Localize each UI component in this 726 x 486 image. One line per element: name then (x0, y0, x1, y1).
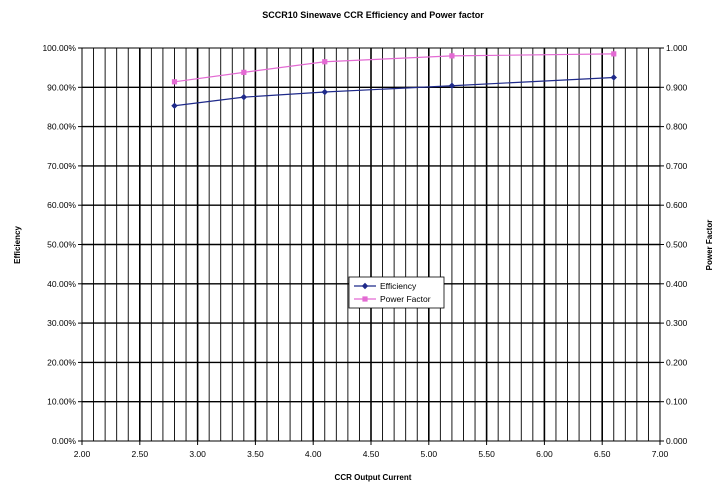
power-factor-point (611, 51, 617, 57)
efficiency-point (321, 88, 328, 96)
y2-tick-label: 0.900 (666, 82, 688, 92)
x-tick-label: 7.00 (652, 449, 669, 459)
y-tick-label: 0.00% (52, 436, 77, 446)
y-tick-label: 90.00% (47, 82, 76, 92)
legend-box (348, 276, 445, 309)
efficiency-point (240, 93, 248, 101)
y2-tick-label: 0.800 (666, 122, 688, 132)
y2-tick-label: 0.400 (666, 279, 688, 289)
y-tick-label: 50.00% (47, 240, 76, 250)
series-power-factor (171, 51, 617, 85)
y2-axis-title: Power Factor (705, 220, 714, 271)
y2-tick-label: 0.700 (666, 161, 688, 171)
y2-tick-label: 0.300 (666, 318, 688, 328)
y-tick-label: 10.00% (47, 397, 76, 407)
y-tick-label: 70.00% (47, 161, 76, 171)
x-tick-label: 4.50 (363, 449, 380, 459)
power-factor-point (449, 53, 455, 59)
x-tick-label: 5.00 (421, 449, 438, 459)
series-layer (171, 51, 617, 109)
x-axis-title: CCR Output Current (335, 473, 412, 482)
x-tick-label: 2.00 (74, 449, 91, 459)
efficiency-point (610, 74, 617, 81)
legend-swatch-marker (362, 296, 368, 302)
y2-tick-label: 0.000 (666, 436, 688, 446)
series-efficiency (171, 74, 617, 109)
power-factor-point (171, 79, 178, 85)
x-tick-label: 3.00 (189, 449, 206, 459)
grid-major (82, 48, 660, 441)
x-tick-label: 4.00 (305, 449, 322, 459)
efficiency-point (171, 102, 178, 109)
legend: Efficiency Power Factor (348, 276, 445, 309)
legend-item-efficiency: Efficiency (354, 281, 417, 291)
legend-item-power-factor: Power Factor (354, 294, 431, 304)
legend-swatch-marker (361, 282, 369, 290)
x-tick-label: 6.50 (594, 449, 611, 459)
x-tick-label: 2.50 (132, 449, 149, 459)
y-tick-label: 60.00% (47, 200, 76, 210)
y-tick-label: 40.00% (47, 279, 76, 289)
x-tick-label: 5.50 (478, 449, 495, 459)
y-axis-title: Efficiency (13, 226, 22, 264)
y2-tick-label: 0.500 (666, 240, 688, 250)
y2-tick-label: 1.000 (666, 43, 688, 53)
y-tick-label: 20.00% (47, 357, 76, 367)
y2-tick-label: 0.600 (666, 200, 688, 210)
efficiency-point (448, 82, 456, 89)
y-tick-label: 80.00% (47, 122, 76, 132)
y2-tick-label: 0.200 (666, 357, 688, 367)
x-tick-label: 3.50 (247, 449, 264, 459)
legend-label: Efficiency (380, 281, 417, 291)
y-tick-labels: 0.00% 10.00% 20.00% 30.00% 40.00% 50.00% 60.00… (42, 43, 82, 446)
y-tick-label: 30.00% (47, 318, 76, 328)
x-tick-label: 6.00 (536, 449, 553, 459)
x-tick-labels: 2.00 2.50 3.00 3.50 4.00 4.50 5.00 5.50 6.00 6.50… (74, 441, 669, 459)
y2-tick-label: 0.100 (666, 397, 688, 407)
legend-label: Power Factor (380, 294, 431, 304)
y-tick-label: 100.00% (42, 43, 76, 53)
power-factor-point (241, 69, 247, 75)
chart-title: SCCR10 Sinewave CCR Efficiency and Power… (262, 10, 484, 20)
y2-tick-labels: 0.000 0.100 0.200 0.300 0.400 0.500 0.600 0.700… (660, 43, 688, 446)
power-factor-point (322, 59, 328, 65)
